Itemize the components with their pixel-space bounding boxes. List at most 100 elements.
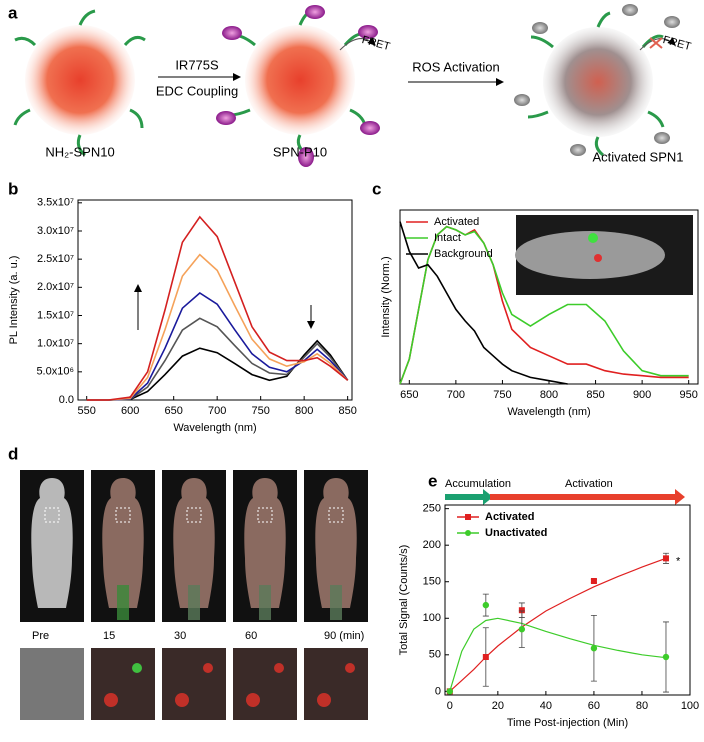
legend-marker (465, 530, 471, 536)
x-axis-title: Time Post-injection (Min) (507, 717, 628, 729)
y-tick-label: 2.5x10⁷ (37, 253, 74, 265)
timepoint-label: 90 (min) (324, 630, 364, 642)
fit-curve (449, 617, 667, 692)
point (482, 601, 490, 609)
mouse-body (244, 478, 286, 608)
mouse-body (102, 478, 144, 608)
x-axis-title: Wavelength (nm) (173, 422, 256, 434)
x-tick-label: 650 (400, 389, 418, 401)
nanoparticle (543, 27, 653, 137)
fret-arrow (639, 37, 676, 51)
legend-label: Activated (485, 511, 535, 523)
x-tick-label: 750 (493, 389, 511, 401)
scheme-label: IR775S (175, 57, 219, 72)
panel-label: c (372, 179, 381, 198)
y-tick-label: 3.5x10⁷ (37, 197, 74, 209)
x-tick-label: 550 (78, 405, 96, 417)
x-tick-label: 750 (251, 405, 269, 417)
panel-label: d (8, 444, 18, 463)
nanoparticle (245, 25, 355, 135)
scheme-label: NH₂-SPN10 (45, 144, 114, 159)
chains (13, 9, 146, 157)
spot (132, 663, 142, 673)
legend-label: Background (434, 248, 493, 260)
panel-label: a (8, 3, 18, 22)
x-tick-label: 900 (633, 389, 651, 401)
series-line (86, 215, 349, 401)
annotation: * (676, 555, 681, 567)
x-tick-label: 650 (165, 405, 183, 417)
y-tick-label: 50 (429, 649, 441, 661)
legend-marker (465, 514, 471, 520)
series-line (86, 292, 349, 401)
x-axis-title: Wavelength (nm) (507, 406, 590, 418)
zoom-image (233, 648, 297, 720)
y-tick-label: 0.0 (59, 394, 74, 406)
roi-box (186, 507, 202, 523)
spot (175, 693, 189, 707)
series-line (86, 253, 349, 401)
y-tick-label: 1.5x10⁷ (37, 309, 74, 321)
spot (317, 693, 331, 707)
series-line (86, 339, 349, 401)
phase-label: Activation (565, 478, 613, 490)
scheme (13, 4, 680, 167)
cleaved-dyes (514, 4, 680, 156)
y-axis-title: PL Intensity (a. u.) (8, 256, 20, 345)
x-tick-label: 40 (540, 700, 552, 712)
x-tick-label: 700 (447, 389, 465, 401)
series-line (86, 317, 349, 401)
legend-label: Activated (434, 216, 479, 228)
phase-bar (445, 489, 685, 505)
spot (246, 693, 260, 707)
mouse-body (315, 478, 357, 608)
scheme-label: ROS Activation (412, 59, 499, 74)
y-tick-label: 200 (423, 539, 441, 551)
legend-label: Intact (434, 232, 461, 244)
y-tick-label: 5.0x10⁶ (36, 366, 74, 378)
image-strip: Pre 15 30 60 90 (min) (20, 470, 368, 720)
point (518, 626, 526, 633)
y-tick-label: 3.0x10⁷ (37, 225, 74, 237)
phase-label: Accumulation (445, 478, 511, 490)
y-tick-label: 0 (435, 685, 441, 697)
mouse-body (173, 478, 215, 608)
zoom-image (20, 648, 84, 720)
dyes (216, 5, 380, 167)
scheme-label: EDC Coupling (156, 83, 238, 98)
point (662, 653, 670, 661)
x-tick-label: 800 (295, 405, 313, 417)
y-tick-label: 250 (423, 503, 441, 515)
leg-signal (117, 585, 129, 620)
plot-frame (444, 504, 691, 696)
zoom-image (91, 648, 155, 720)
roi-box (328, 507, 344, 523)
leg-signal (259, 585, 271, 620)
y-tick-label: 2.0x10⁷ (37, 281, 74, 293)
legend-label: Unactivated (485, 527, 547, 539)
x-tick-label: 600 (121, 405, 139, 417)
y-tick-label: 100 (423, 612, 441, 624)
scheme-label: FRET (661, 34, 692, 53)
x-tick-label: 850 (586, 389, 604, 401)
timepoint-label: Pre (32, 630, 49, 642)
x-tick-label: 20 (492, 700, 504, 712)
leg-signal (330, 585, 342, 620)
fit-curve (449, 557, 667, 692)
y-axis-title: Total Signal (Counts/s) (398, 545, 410, 656)
point (662, 555, 669, 562)
spot (104, 693, 118, 707)
spot (345, 663, 355, 673)
spot (203, 663, 213, 673)
y-axis-title: Intensity (Norm.) (380, 256, 392, 337)
roi-box (257, 507, 273, 523)
point (590, 645, 598, 652)
timepoint-label: 60 (245, 630, 257, 642)
panel-label: e (428, 471, 437, 490)
zoom-image (304, 648, 368, 720)
x-tick-label: 800 (540, 389, 558, 401)
scheme-label: SPN-P10 (273, 144, 327, 159)
nanoparticle (25, 25, 135, 135)
x-tick-label: 0 (447, 700, 453, 712)
